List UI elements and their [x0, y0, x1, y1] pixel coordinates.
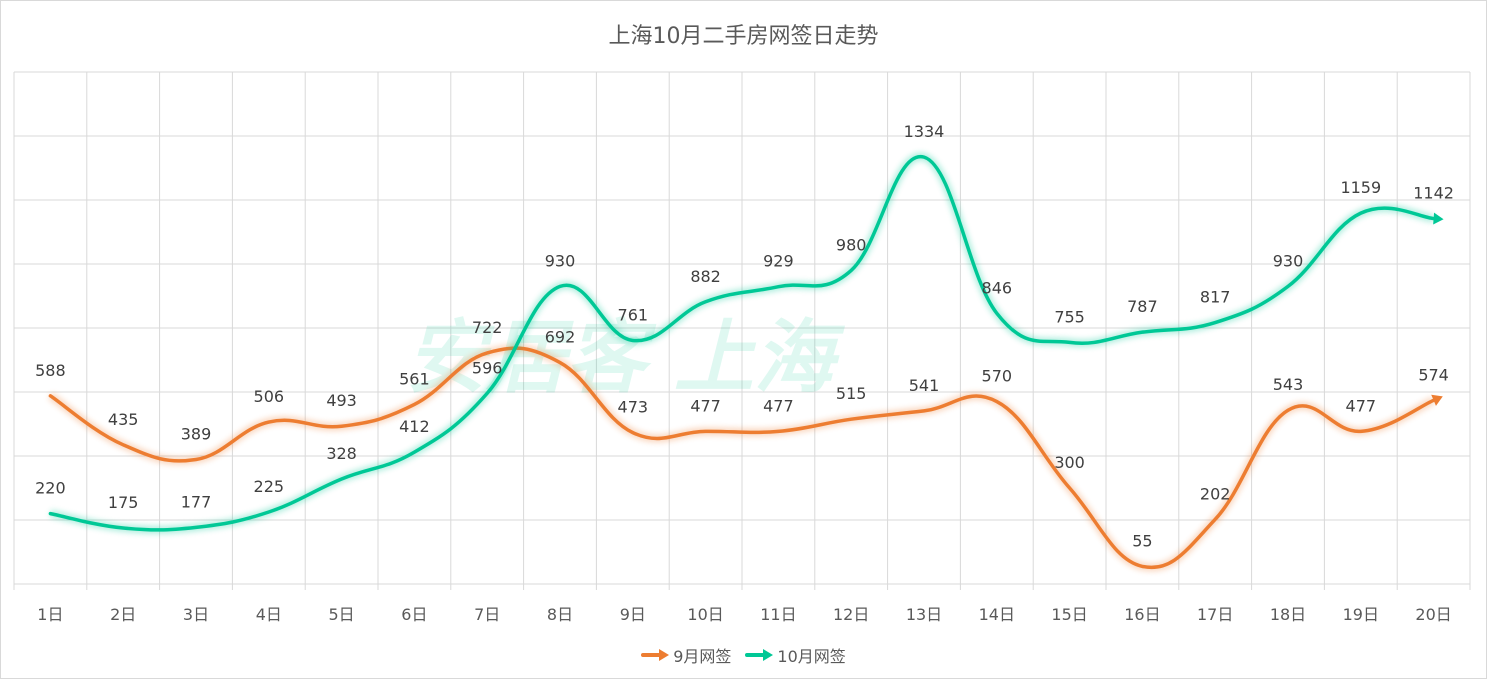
data-label: 225 — [254, 477, 285, 496]
data-label: 574 — [1418, 365, 1449, 384]
data-label: 787 — [1127, 297, 1158, 316]
data-label: 588 — [35, 361, 66, 380]
data-label: 506 — [254, 387, 285, 406]
data-label: 300 — [1054, 453, 1085, 472]
x-tick-label: 9日 — [620, 605, 646, 624]
data-label: 929 — [763, 252, 794, 271]
data-label: 493 — [326, 391, 357, 410]
chart-title: 上海10月二手房网签日走势 — [608, 24, 879, 49]
x-tick-label: 13日 — [906, 605, 942, 624]
x-tick-label: 12日 — [833, 605, 869, 624]
data-label: 473 — [618, 398, 649, 417]
data-label: 477 — [763, 396, 794, 415]
data-label: 220 — [35, 479, 66, 498]
data-label: 202 — [1200, 484, 1231, 503]
x-tick-label: 18日 — [1270, 605, 1306, 624]
series-end-arrow — [1431, 394, 1443, 406]
data-label: 980 — [836, 235, 867, 254]
x-tick-label: 3日 — [183, 605, 209, 624]
data-label: 435 — [108, 410, 139, 429]
data-label: 846 — [982, 278, 1013, 297]
x-tick-label: 7日 — [474, 605, 500, 624]
x-tick-label: 14日 — [979, 605, 1015, 624]
x-tick-label: 17日 — [1197, 605, 1233, 624]
data-label: 515 — [836, 384, 867, 403]
x-tick-label: 16日 — [1124, 605, 1160, 624]
data-label: 722 — [472, 318, 503, 337]
legend-item[interactable]: 9月网签 — [641, 643, 731, 667]
data-label: 541 — [909, 376, 940, 395]
legend-label: 9月网签 — [673, 647, 732, 666]
data-label: 692 — [545, 328, 576, 347]
x-tick-label: 11日 — [760, 605, 796, 624]
data-label: 596 — [472, 358, 503, 377]
data-label: 477 — [1346, 396, 1377, 415]
x-tick-label: 10日 — [687, 605, 723, 624]
x-tick-label: 4日 — [256, 605, 282, 624]
data-label: 570 — [982, 367, 1013, 386]
data-label: 328 — [326, 444, 357, 463]
data-label: 930 — [545, 251, 576, 270]
data-label: 1334 — [904, 122, 945, 141]
legend-item[interactable]: 10月网签 — [745, 643, 846, 667]
x-tick-label: 8日 — [547, 605, 573, 624]
legend-arrow-icon — [745, 649, 774, 661]
x-tick-label: 6日 — [401, 605, 427, 624]
data-label: 561 — [399, 369, 430, 388]
legend-label: 10月网签 — [777, 647, 846, 666]
series-line-2 — [48, 155, 1436, 532]
data-label: 389 — [181, 425, 212, 444]
data-label: 55 — [1132, 531, 1152, 550]
data-label: 930 — [1273, 251, 1304, 270]
x-tick-label: 5日 — [329, 605, 355, 624]
data-label: 543 — [1273, 375, 1304, 394]
x-tick-label: 20日 — [1415, 605, 1451, 624]
data-label: 177 — [181, 492, 212, 511]
data-label: 412 — [399, 417, 430, 436]
series-line-1 — [48, 346, 1436, 570]
data-label: 755 — [1054, 307, 1085, 326]
data-label: 882 — [690, 267, 721, 286]
x-tick-label: 19日 — [1343, 605, 1379, 624]
data-label: 1142 — [1413, 184, 1454, 203]
data-label: 1159 — [1340, 178, 1381, 197]
data-label: 761 — [618, 305, 649, 324]
x-tick-label: 15日 — [1051, 605, 1087, 624]
data-label: 477 — [690, 396, 721, 415]
legend: 9月网签 10月网签 — [0, 643, 1487, 667]
x-tick-label: 2日 — [110, 605, 136, 624]
data-label: 817 — [1200, 288, 1231, 307]
data-label: 175 — [108, 493, 139, 512]
x-tick-label: 1日 — [37, 605, 63, 624]
legend-arrow-icon — [641, 649, 670, 661]
series-end-arrow — [1433, 212, 1444, 225]
